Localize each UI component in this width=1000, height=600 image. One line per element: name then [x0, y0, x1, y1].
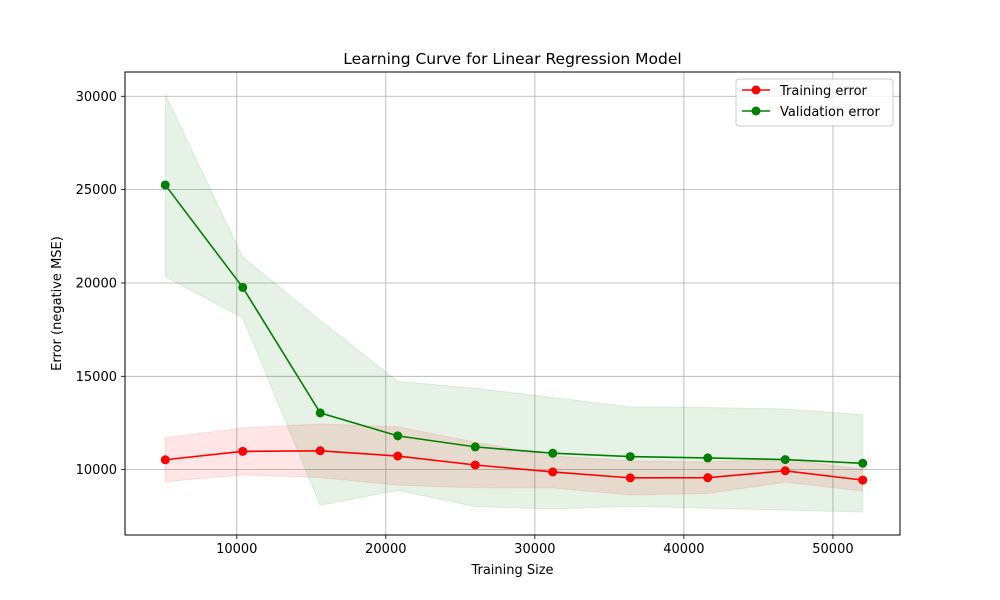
training-error-point: [470, 460, 480, 470]
validation-error-point: [703, 453, 713, 463]
validation-error-point: [315, 408, 325, 418]
y-tick-label: 20000: [76, 276, 117, 291]
training-error-line: [165, 450, 863, 481]
legend-label-training: Training error: [779, 84, 868, 99]
validation-error-point: [858, 458, 868, 468]
legend: Training error Validation error: [735, 78, 894, 127]
validation-error-band: [164, 94, 864, 513]
series-lines: [164, 184, 863, 481]
legend-box: [735, 78, 894, 127]
training-error-point: [780, 466, 790, 476]
validation-error-point: [160, 180, 170, 190]
y-tick-label: 30000: [76, 90, 117, 105]
x-axis-title: Training Size: [470, 563, 553, 578]
training-error-point: [548, 467, 558, 477]
validation-error-point: [470, 442, 480, 452]
legend-label-validation: Validation error: [780, 105, 880, 120]
validation-error-point: [625, 452, 635, 462]
validation-error-point: [238, 282, 248, 292]
x-tick-label: 50000: [812, 542, 853, 557]
plot-frame: [124, 71, 901, 536]
training-error-point: [160, 455, 170, 465]
validation-error-point: [393, 431, 403, 441]
axis-ticks: 10000 20000 30000 40000 50000 10000 15000 20000…: [76, 90, 854, 557]
x-tick-label: 20000: [365, 542, 406, 557]
training-error-point: [625, 473, 635, 483]
legend-swatch-marker-training: [751, 85, 761, 95]
training-error-point: [858, 475, 868, 485]
validation-error-line: [164, 184, 863, 465]
training-error-point: [703, 473, 713, 483]
x-tick-label: 30000: [514, 542, 555, 557]
y-tick-label: 10000: [76, 463, 117, 478]
validation-error-point: [780, 455, 790, 465]
series-markers: [160, 180, 868, 485]
legend-swatch-marker-validation: [751, 106, 761, 116]
x-tick-label: 40000: [663, 542, 704, 557]
y-axis-title: Error (negative MSE): [50, 236, 65, 371]
chart-title: Learning Curve for Linear Regression Mod…: [343, 50, 681, 68]
y-tick-label: 15000: [76, 370, 117, 385]
training-error-point: [315, 446, 325, 456]
x-tick-label: 10000: [216, 542, 257, 557]
training-error-point: [393, 451, 403, 461]
training-error-point: [238, 446, 248, 456]
validation-error-point: [548, 448, 558, 458]
y-tick-label: 25000: [76, 183, 117, 198]
